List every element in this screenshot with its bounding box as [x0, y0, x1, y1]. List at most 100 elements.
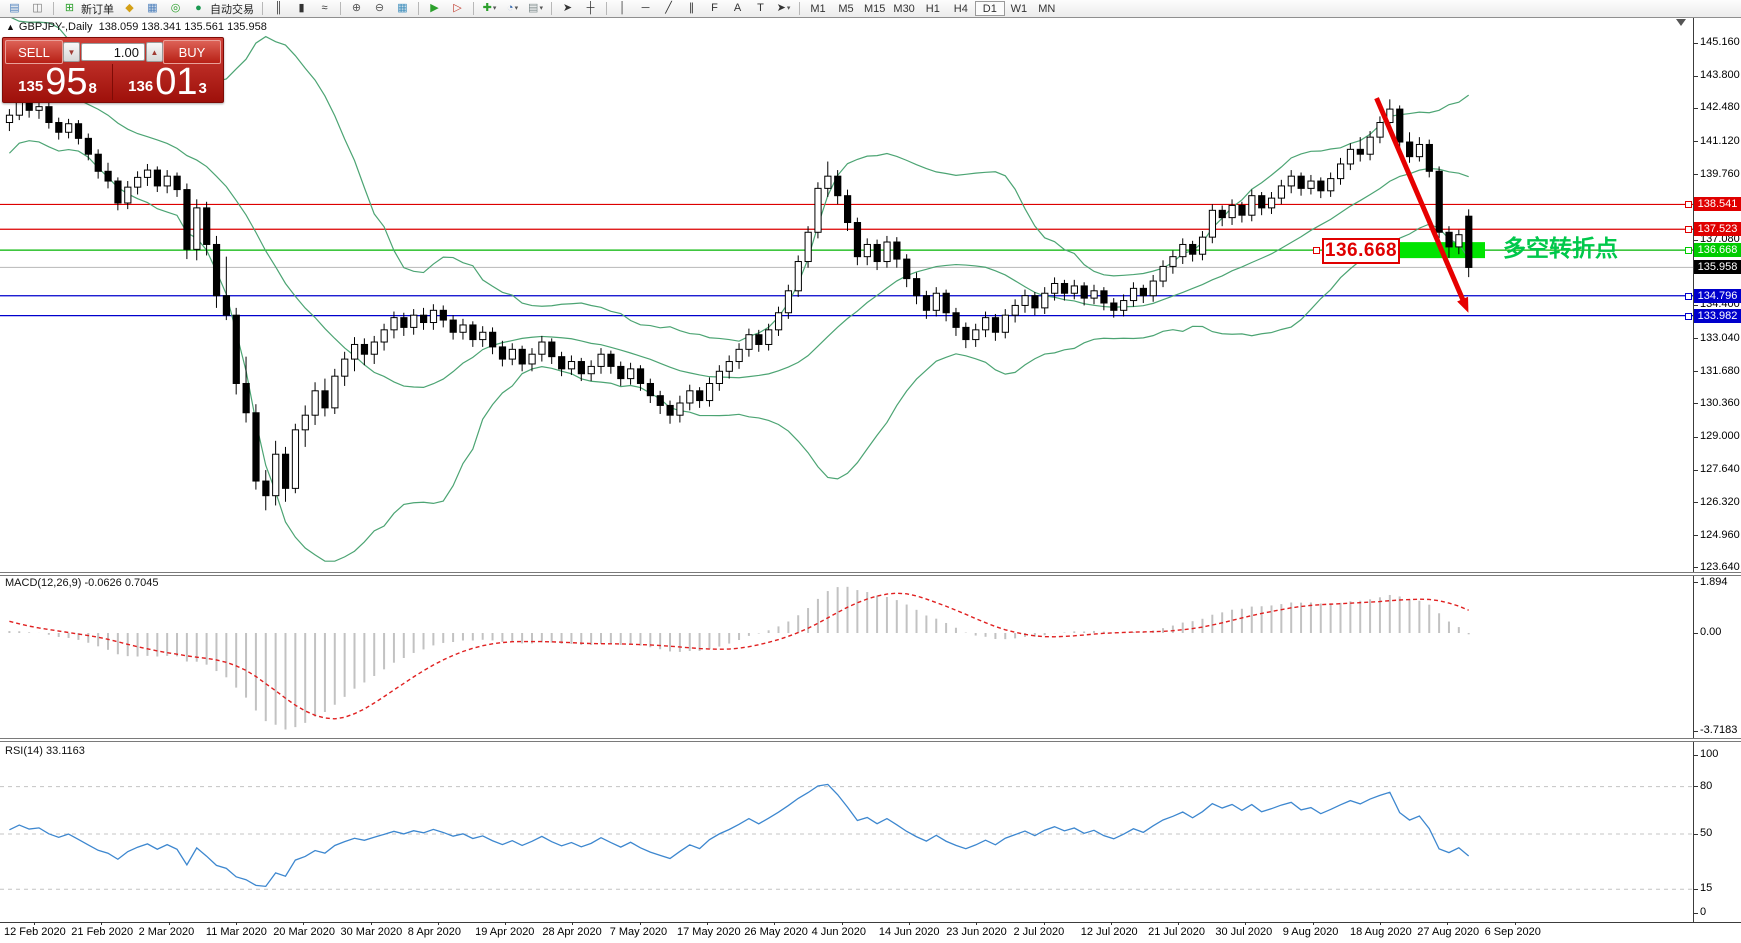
auto-scroll-icon[interactable]: ▶ — [430, 2, 439, 14]
timeframe-m30[interactable]: M30 — [893, 2, 915, 15]
price-tick-label: 123.640 — [1700, 560, 1740, 573]
date-tick — [774, 922, 776, 925]
profiles-icon[interactable]: ◫ — [32, 2, 43, 14]
line-anchor-handle[interactable] — [1685, 226, 1692, 234]
price-tick-label: 145.160 — [1700, 36, 1740, 48]
price-tick — [1694, 42, 1698, 44]
cursor-icon[interactable]: ➤ — [562, 2, 573, 14]
date-label: 14 Jun 2020 — [878, 926, 940, 938]
buy-button[interactable]: BUY — [163, 40, 221, 64]
indicators-icon-dropdown[interactable]: ▾ — [492, 5, 497, 12]
date-tick — [707, 922, 708, 925]
toolbar-separator — [262, 2, 263, 15]
date-tick — [841, 922, 843, 925]
date-tick — [101, 922, 103, 925]
rsi-pane-separator[interactable] — [0, 738, 1741, 742]
text-icon[interactable]: A — [733, 2, 742, 14]
new-order-icon[interactable]: ⊞ — [64, 2, 75, 14]
arrows-icon[interactable]: ➤ ▾ — [776, 2, 791, 14]
rsi-pane-canvas[interactable] — [0, 741, 1693, 922]
crosshair-icon[interactable]: ┼ — [586, 2, 595, 14]
timeframe-m15[interactable]: M15 — [864, 2, 886, 15]
macd-pane-separator[interactable] — [0, 572, 1741, 576]
line-anchor-handle[interactable] — [1685, 201, 1692, 209]
macd-pane-canvas[interactable] — [0, 575, 1693, 738]
rsi-tick-label: 80 — [1700, 779, 1713, 792]
date-tick — [1447, 922, 1449, 925]
new-order-icon-label[interactable]: 新订单 — [81, 3, 114, 16]
channel-icon[interactable]: ∥ — [688, 2, 695, 14]
date-label: 27 Aug 2020 — [1417, 926, 1480, 938]
main-chart-canvas[interactable] — [0, 18, 1693, 572]
date-tick — [1514, 922, 1516, 925]
price-tick — [1694, 403, 1698, 405]
timeframe-h1[interactable]: H1 — [925, 2, 940, 15]
date-label: 21 Feb 2020 — [71, 926, 134, 938]
ohlc-values: 138.059 138.341 135.561 135.958 — [98, 21, 267, 33]
arrows-icon-dropdown[interactable]: ▾ — [786, 5, 791, 12]
trendline-icon[interactable]: ╱ — [665, 2, 672, 14]
line-anchor-handle[interactable] — [1313, 247, 1320, 254]
timeframe-w1[interactable]: W1 — [1010, 2, 1028, 15]
zoom-in-icon[interactable]: ⊕ — [351, 2, 362, 14]
timeframe-h4[interactable]: H4 — [953, 2, 968, 15]
chart-shift-icon[interactable]: ▷ — [453, 2, 462, 14]
vertical-line-icon[interactable]: │ — [619, 2, 626, 14]
price-tick-label: 129.000 — [1700, 430, 1740, 443]
volume-increase-button[interactable]: ▲ — [146, 42, 163, 62]
one-click-trading-widget: SELL ▼ 1.00 ▲ BUY 135 95 8 136 01 3 — [2, 37, 224, 103]
price-tick-label: 139.760 — [1700, 167, 1740, 180]
price-axis-line — [1693, 18, 1694, 922]
line-anchor-handle[interactable] — [1685, 247, 1692, 255]
date-label: 4 Jun 2020 — [811, 926, 867, 938]
buy-price-prefix: 136 — [128, 77, 154, 95]
price-tag: 136.668 — [1694, 243, 1741, 258]
date-tick — [639, 922, 641, 925]
chart-shift-marker[interactable] — [1676, 19, 1686, 26]
sell-price[interactable]: 135 95 8 — [3, 63, 112, 101]
label-icon[interactable]: T — [757, 2, 764, 14]
timeframe-mn[interactable]: MN — [1038, 2, 1056, 15]
fibonacci-icon[interactable]: F — [711, 2, 718, 14]
data-window-icon[interactable]: ▦ — [147, 2, 158, 14]
periods-icon-dropdown[interactable]: ▾ — [514, 5, 519, 12]
timeframe-m1[interactable]: M1 — [810, 2, 826, 15]
periods-icon[interactable]: ◔ ▾ — [506, 2, 519, 14]
date-tick — [370, 922, 372, 925]
autotrading-icon-label[interactable]: 自动交易 — [210, 3, 254, 16]
rsi-tick — [1694, 833, 1698, 835]
indicators-icon[interactable]: ✚ ▾ — [482, 2, 497, 14]
new-chart-icon[interactable]: ▤ — [9, 2, 20, 14]
templates-icon-dropdown[interactable]: ▾ — [539, 5, 543, 12]
date-tick — [303, 922, 305, 925]
turning-point-price-label[interactable]: 136.668 — [1322, 238, 1400, 264]
timeframe-d1[interactable]: D1 — [974, 1, 1005, 16]
buy-price[interactable]: 136 01 3 — [113, 63, 222, 101]
buy-price-sup: 3 — [198, 80, 207, 97]
line-chart-icon[interactable]: ≈ — [321, 2, 328, 14]
price-tick-label: 143.800 — [1700, 69, 1740, 82]
price-tick — [1694, 535, 1698, 537]
bar-chart-icon[interactable]: ║ — [274, 2, 283, 14]
autotrading-icon[interactable]: ● — [195, 2, 202, 14]
zoom-out-icon[interactable]: ⊖ — [374, 2, 385, 14]
sell-button[interactable]: SELL — [5, 40, 63, 64]
date-label: 26 May 2020 — [744, 926, 808, 938]
price-tick — [1694, 338, 1698, 340]
market-watch-icon[interactable]: ◆ — [125, 2, 134, 14]
date-tick — [572, 922, 574, 925]
rsi-tick — [1694, 888, 1698, 890]
tile-windows-icon[interactable]: ▦ — [397, 2, 408, 14]
horizontal-line-icon[interactable]: ─ — [641, 2, 650, 14]
navigator-icon[interactable]: ◎ — [170, 2, 181, 14]
line-anchor-handle[interactable] — [1685, 312, 1692, 320]
volume-input[interactable]: 1.00 — [81, 43, 145, 61]
sell-price-prefix: 135 — [18, 77, 44, 95]
templates-icon[interactable]: ▤ ▾ — [528, 2, 543, 14]
timeframe-m5[interactable]: M5 — [838, 2, 854, 15]
volume-decrease-button[interactable]: ▼ — [63, 42, 80, 62]
collapse-arrow-icon[interactable]: ▲ — [6, 22, 15, 32]
date-tick — [437, 922, 439, 925]
line-anchor-handle[interactable] — [1685, 292, 1692, 300]
candlestick-chart-icon[interactable]: ▮ — [298, 2, 305, 14]
